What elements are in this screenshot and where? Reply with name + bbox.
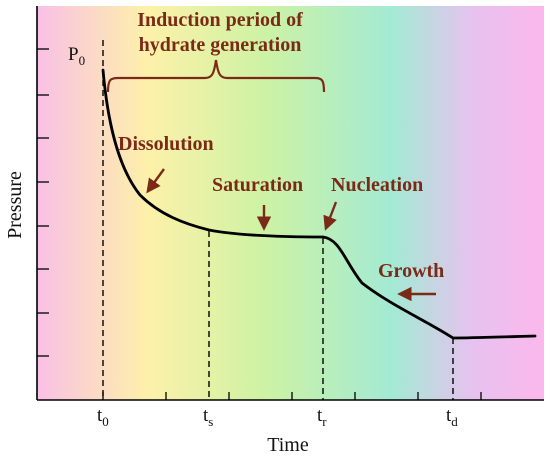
- x-tick-sub: 0: [102, 414, 109, 429]
- x-tick-base: t: [203, 405, 209, 426]
- y-ticks: [37, 48, 49, 357]
- x-tick-base: t: [317, 405, 323, 426]
- x-tick-label-t0: t0: [97, 405, 109, 429]
- x-ticks: [102, 392, 482, 400]
- annotation-labels: Induction period of hydrate generation D…: [118, 9, 444, 282]
- x-tick-label-td: td: [446, 405, 458, 429]
- induction-label-line2: hydrate generation: [139, 34, 302, 56]
- p0-sub: 0: [79, 53, 86, 68]
- saturation-label: Saturation: [212, 174, 303, 196]
- stage-markers: [102, 40, 454, 400]
- dissolution-label: Dissolution: [118, 133, 214, 155]
- x-tick-base: t: [97, 405, 103, 426]
- pressure-curve: [101, 68, 537, 340]
- nucleation-label: Nucleation: [331, 174, 423, 196]
- induction-label-line1: Induction period of: [137, 9, 303, 31]
- dissolution-arrow: [146, 168, 165, 194]
- x-tick-sub: r: [322, 414, 327, 429]
- y-axis-title: Pressure: [4, 171, 26, 239]
- x-tick-sub: s: [208, 414, 213, 429]
- x-tick-label-tr: tr: [317, 405, 327, 429]
- x-tick-base: t: [446, 405, 452, 426]
- induction-brace: [106, 59, 326, 93]
- growth-label: Growth: [378, 260, 444, 282]
- x-tick-label-ts: ts: [203, 405, 213, 429]
- nucleation-arrow: [323, 201, 338, 231]
- axes-frame: [36, 6, 544, 401]
- x-tick-labels: t0 ts tr td: [97, 405, 458, 429]
- p0-label: P0: [68, 44, 85, 68]
- p0-base: P: [68, 44, 79, 65]
- annotation-arrows: [146, 168, 436, 302]
- x-axis-title: Time: [267, 434, 309, 456]
- x-tick-sub: d: [451, 414, 458, 429]
- plot-background: [37, 6, 544, 400]
